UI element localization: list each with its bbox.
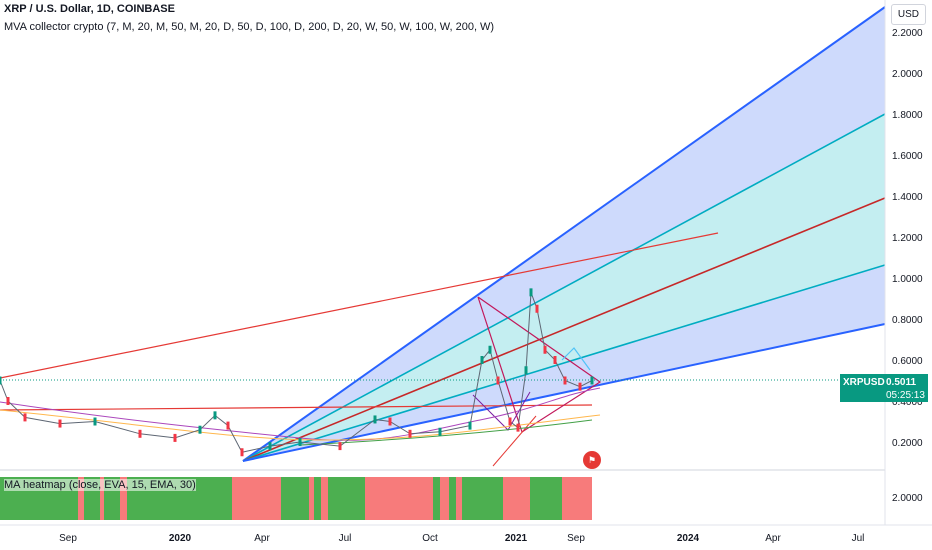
price-badge-countdown: 05:25:13 (886, 390, 925, 401)
y-tick-label: 2.2000 (892, 28, 923, 39)
heatmap-segment (456, 477, 462, 520)
currency-button[interactable]: USD (890, 4, 926, 25)
x-tick-label: Jul (852, 533, 865, 544)
price-candle (338, 442, 342, 451)
y-tick-label: 0.6000 (892, 356, 923, 367)
price-candle (298, 438, 302, 446)
y-tick-label: 0.4000 (892, 397, 923, 408)
fan-line-middle-red[interactable] (242, 197, 886, 462)
us-flag-event-icon[interactable]: ⚑ (583, 451, 601, 469)
price-candle (138, 429, 142, 438)
fan-line-upper-cyan[interactable] (242, 113, 886, 462)
x-tick-label: Jul (339, 533, 352, 544)
price-candle (578, 382, 582, 391)
x-tick-label: Apr (765, 533, 781, 544)
heatmap-segment (120, 477, 127, 520)
y-tick-label: 1.6000 (892, 151, 923, 162)
heatmap-segment (462, 477, 503, 520)
price-candle (240, 448, 244, 457)
price-candle (373, 415, 377, 424)
heatmap-segment (100, 477, 104, 520)
price-candle (543, 345, 547, 354)
price-badge-symbol: XRPUSD (843, 377, 885, 388)
y-tick-label: 0.2000 (892, 438, 923, 449)
x-tick-label: 2020 (169, 533, 192, 544)
y-tick-label: 1.0000 (892, 274, 923, 285)
price-candle (6, 397, 10, 405)
price-candle (213, 411, 217, 420)
heatmap-segment (365, 477, 433, 520)
ma-line-purple (0, 387, 601, 441)
heatmap-segment (440, 477, 449, 520)
x-tick-label: 2021 (505, 533, 528, 544)
heatmap-segment (309, 477, 314, 520)
y-tick-label: 2.0000 (892, 69, 923, 80)
triangle-pattern[interactable] (477, 296, 602, 433)
x-tick-label: Apr (254, 533, 270, 544)
heatmap-segment (78, 477, 84, 520)
x-tick-label: 2024 (677, 533, 700, 544)
heatmap-segment (321, 477, 328, 520)
price-candle (198, 425, 202, 434)
heatmap-scale-label: 2.0000 (892, 493, 923, 504)
heatmap-segment (328, 477, 365, 520)
price-candle (226, 421, 230, 430)
price-candle (480, 356, 484, 364)
chart-title[interactable]: XRP / U.S. Dollar, 1D, COINBASE (4, 3, 175, 15)
y-tick-label: 1.8000 (892, 110, 923, 121)
price-candle (58, 419, 62, 428)
price-candle (388, 417, 392, 426)
heatmap-segment (232, 477, 281, 520)
price-candle (408, 429, 412, 438)
price-badge-price: 0.5011 (886, 377, 917, 388)
indicator-legend[interactable]: MVA collector crypto (7, M, 20, M, 50, M… (4, 21, 495, 33)
x-tick-label: Sep (567, 533, 585, 544)
heatmap-segment (503, 477, 530, 520)
trend-line-red-upper[interactable] (0, 232, 719, 379)
price-candle (93, 417, 97, 426)
x-tick-label: Sep (59, 533, 77, 544)
ma-line-orange (0, 409, 601, 441)
heatmap-indicator-label[interactable]: MA heatmap (close, EVA, 15, EMA, 30) (4, 479, 196, 491)
heatmap-segment (562, 477, 592, 520)
price-badge: XRPUSD 0.5011 05:25:13 (840, 374, 928, 402)
price-candle (468, 421, 472, 430)
y-tick-label: 1.2000 (892, 233, 923, 244)
fan-line-lower-cyan[interactable] (242, 264, 886, 462)
price-candle (553, 356, 557, 364)
fan-line-top[interactable] (242, 6, 886, 462)
price-candle (23, 413, 27, 422)
y-tick-label: 1.4000 (892, 192, 923, 203)
price-candle (173, 433, 177, 442)
price-candle (524, 366, 528, 375)
trend-line-red-horizontal[interactable] (0, 404, 593, 411)
heatmap-segment (449, 477, 456, 520)
heatmap-segment (433, 477, 440, 520)
price-candle (268, 442, 272, 451)
price-candle (438, 427, 442, 436)
price-candle (488, 345, 492, 354)
y-tick-label: 0.8000 (892, 315, 923, 326)
projection-line-cyan[interactable] (561, 347, 591, 371)
heatmap-segment (281, 477, 309, 520)
price-candle (508, 417, 512, 426)
price-candle (535, 304, 539, 313)
x-tick-label: Oct (422, 533, 438, 544)
heatmap-segment (314, 477, 321, 520)
heatmap-segment (530, 477, 562, 520)
price-candle (529, 288, 533, 297)
price-candle (516, 423, 520, 432)
